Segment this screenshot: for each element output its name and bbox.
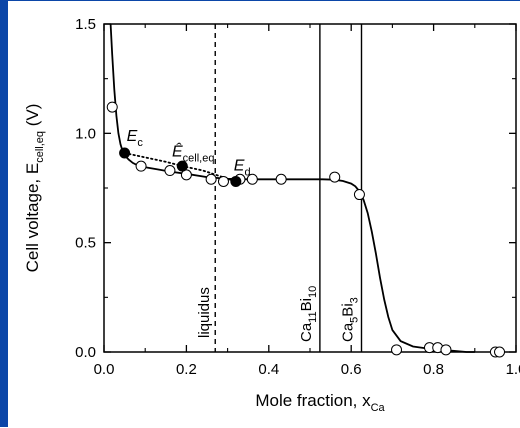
x-tick-label: 0.6 — [341, 361, 362, 378]
x-tick-label: 0.4 — [258, 361, 279, 378]
fit-curve — [109, 23, 475, 353]
open-data-point — [106, 101, 118, 113]
x-axis-title: Mole fraction, xCa — [255, 391, 385, 414]
curves — [109, 23, 475, 353]
phase-label-2: Ca5Bi3 — [340, 297, 361, 342]
filled-data-point — [176, 160, 188, 172]
open-data-point — [164, 165, 176, 177]
chart: 0.0 0.2 0.4 0.6 0.8 1.0 0.0 0.5 1.0 1.5 Mole fract… — [23, 16, 520, 414]
x-tick-label: 0.8 — [423, 361, 444, 378]
y-tick-label: 1.5 — [75, 16, 96, 33]
y-axis-title: Cell voltage, Ecell,eq (V) — [23, 104, 46, 273]
liquidus-label: liquidus — [196, 287, 213, 338]
filled-data-point — [230, 175, 242, 187]
x-tick-label: 0.2 — [176, 361, 197, 378]
y-tick-label: 0.0 — [75, 344, 96, 361]
chart-labels: 0.0 0.2 0.4 0.6 0.8 1.0 0.0 0.5 1.0 1.5 Mole fract… — [23, 16, 520, 414]
open-data-point — [494, 346, 506, 358]
phase-label-1: Ca11Bi10 — [298, 286, 319, 342]
x-tick-label: 1.0 — [506, 361, 520, 378]
open-data-point — [353, 189, 365, 201]
filled-data-point — [119, 147, 131, 159]
x-tick-label: 0.0 — [94, 361, 115, 378]
annotation-1: Ec — [127, 128, 144, 149]
open-data-point — [275, 173, 287, 185]
y-tick-label: 0.5 — [75, 235, 96, 252]
data-points — [106, 101, 506, 358]
reference-lines — [214, 24, 363, 352]
open-data-point — [217, 175, 229, 187]
y-tick-label: 1.0 — [75, 125, 96, 142]
annotation-2: Êcell,eq — [172, 141, 214, 164]
open-data-point — [205, 173, 217, 185]
annotation-3: Ed — [234, 158, 251, 179]
plot-area — [103, 23, 517, 353]
open-data-point — [440, 344, 452, 356]
open-data-point — [391, 344, 403, 356]
open-data-point — [246, 173, 258, 185]
open-data-point — [135, 160, 147, 172]
open-data-point — [180, 169, 192, 181]
open-data-point — [329, 171, 341, 183]
